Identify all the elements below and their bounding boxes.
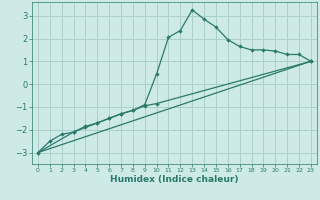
X-axis label: Humidex (Indice chaleur): Humidex (Indice chaleur)	[110, 175, 239, 184]
